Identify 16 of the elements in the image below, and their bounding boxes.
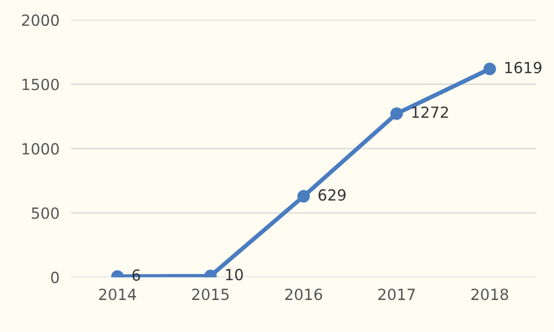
point xyxy=(390,107,403,120)
x-tick-label: 2015 xyxy=(192,288,229,300)
x-tick-label: 2017 xyxy=(378,288,415,300)
x-tick-label: 2016 xyxy=(285,288,322,300)
y-tick-label: 500 xyxy=(32,207,59,219)
y-tick-label: 1000 xyxy=(22,143,59,155)
data-label: 10 xyxy=(226,268,243,280)
data-label: 1619 xyxy=(505,62,542,74)
point xyxy=(483,62,496,76)
x-tick-label: 2018 xyxy=(471,288,508,300)
y-tick-label: 2000 xyxy=(22,14,59,26)
y-tick-label: 1500 xyxy=(22,78,59,90)
data-label: 1272 xyxy=(412,106,448,118)
y-tick-label: 0 xyxy=(51,272,59,284)
data-label: 629 xyxy=(318,189,346,201)
x-tick-label: 2014 xyxy=(99,288,136,300)
